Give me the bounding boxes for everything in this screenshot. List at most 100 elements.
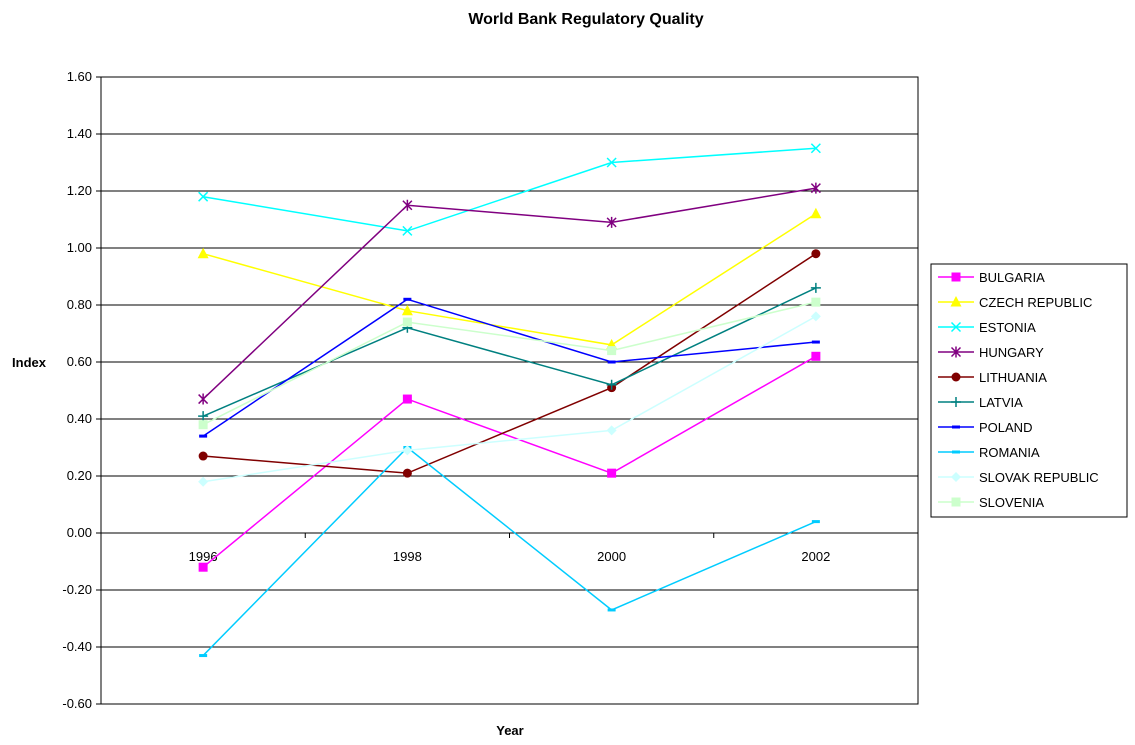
legend-label: LITHUANIA: [979, 370, 1047, 385]
data-point: [198, 191, 209, 202]
data-point: [402, 445, 413, 456]
legend-marker: [952, 425, 960, 429]
data-point: [402, 394, 412, 404]
x-tick-label: 1996: [189, 549, 218, 564]
legend-label: BULGARIA: [979, 270, 1045, 285]
legend-marker: [951, 397, 961, 407]
y-tick-label: 0.00: [67, 525, 92, 540]
series-line: [202, 355, 817, 568]
series-slovenia: [198, 297, 821, 430]
data-point: [199, 434, 208, 438]
data-point: [606, 157, 617, 168]
data-point: [811, 249, 821, 259]
x-axis-title: Year: [496, 723, 523, 738]
y-tick-label: -0.60: [62, 696, 92, 711]
legend-marker: [951, 372, 961, 382]
series-latvia: [198, 282, 821, 422]
series-romania: [199, 446, 820, 658]
legend-label: ESTONIA: [979, 320, 1036, 335]
legend-marker: [952, 450, 960, 454]
x-axis-ticks: 1996 1998 2000 2002: [100, 533, 919, 564]
data-point: [810, 143, 821, 154]
data-point: [198, 411, 209, 422]
legend-marker: [951, 272, 961, 282]
data-point: [402, 468, 412, 478]
series-line: [202, 287, 817, 417]
data-point: [403, 297, 412, 301]
legend-item: ESTONIA: [938, 320, 1036, 335]
y-tick-label: 1.20: [67, 183, 92, 198]
data-point: [197, 247, 209, 259]
series-line: [202, 298, 816, 437]
data-point: [811, 297, 821, 307]
legend-item: SLOVENIA: [938, 495, 1044, 510]
legend-item: CZECH REPUBLIC: [938, 295, 1092, 310]
legend-label: SLOVENIA: [979, 495, 1044, 510]
data-point: [198, 562, 208, 572]
y-tick-label: 0.60: [67, 354, 92, 369]
data-point: [606, 379, 617, 390]
series-estonia: [198, 143, 821, 236]
series-line: [202, 446, 817, 657]
series-slovak-republic: [198, 311, 821, 487]
data-point: [607, 360, 616, 364]
x-tick-label: 2000: [597, 549, 626, 564]
data-point: [811, 351, 821, 361]
plot-area-frame: [100, 76, 919, 705]
data-point: [198, 451, 208, 461]
data-point: [810, 207, 822, 219]
series-bulgaria: [198, 351, 821, 572]
data-point: [401, 304, 413, 316]
data-point: [607, 346, 617, 356]
data-point: [198, 420, 208, 430]
data-point: [607, 608, 616, 612]
legend-item: SLOVAK REPUBLIC: [938, 470, 1099, 485]
y-tick-label: 1.60: [67, 69, 92, 84]
data-point: [810, 182, 821, 194]
y-tick-label: -0.20: [62, 582, 92, 597]
data-point: [811, 340, 820, 344]
y-tick-label: 1.00: [67, 240, 92, 255]
legend: BULGARIA CZECH REPUBLIC ESTONIA HUNGARY LITH…: [930, 263, 1128, 518]
series-czech-republic: [197, 207, 822, 350]
legend-item: HUNGARY: [938, 345, 1044, 360]
legend-label: POLAND: [979, 420, 1032, 435]
legend-marker: [950, 346, 962, 358]
series-line: [202, 213, 817, 346]
data-point: [402, 317, 412, 327]
data-point: [198, 393, 209, 405]
y-tick-label: 1.40: [67, 126, 92, 141]
legend-marker: [951, 497, 961, 507]
data-point: [811, 520, 820, 524]
legend-label: SLOVAK REPUBLIC: [979, 470, 1099, 485]
y-axis-title: Index: [12, 355, 47, 370]
series-hungary: [198, 182, 821, 405]
data-point: [606, 216, 617, 228]
data-point: [810, 311, 821, 322]
series-line: [202, 187, 816, 400]
series-line: [203, 147, 816, 232]
y-axis-ticks: -0.60 -0.40 -0.20 0.00 0.20 0.40 0.60 0.80 1.00 1…: [62, 69, 101, 711]
data-point: [402, 199, 413, 211]
legend-label: HUNGARY: [979, 345, 1044, 360]
legend-item: BULGARIA: [938, 270, 1045, 285]
data-point: [606, 425, 617, 436]
legend-label: CZECH REPUBLIC: [979, 295, 1092, 310]
legend-box: [930, 263, 1128, 518]
x-tick-label: 2002: [801, 549, 830, 564]
chart-title: World Bank Regulatory Quality: [468, 11, 703, 28]
legend-item: LITHUANIA: [938, 370, 1047, 385]
data-point: [198, 476, 209, 487]
legend-marker: [951, 472, 961, 482]
data-point: [402, 225, 413, 236]
series-group: [197, 143, 822, 658]
series-poland: [199, 297, 820, 438]
legend-item: ROMANIA: [938, 445, 1040, 460]
legend-marker: [950, 296, 962, 307]
legend-label: LATVIA: [979, 395, 1023, 410]
y-tick-label: 0.40: [67, 411, 92, 426]
legend-marker: [950, 321, 962, 333]
y-tick-label: -0.40: [62, 639, 92, 654]
grid-lines: [101, 133, 918, 648]
